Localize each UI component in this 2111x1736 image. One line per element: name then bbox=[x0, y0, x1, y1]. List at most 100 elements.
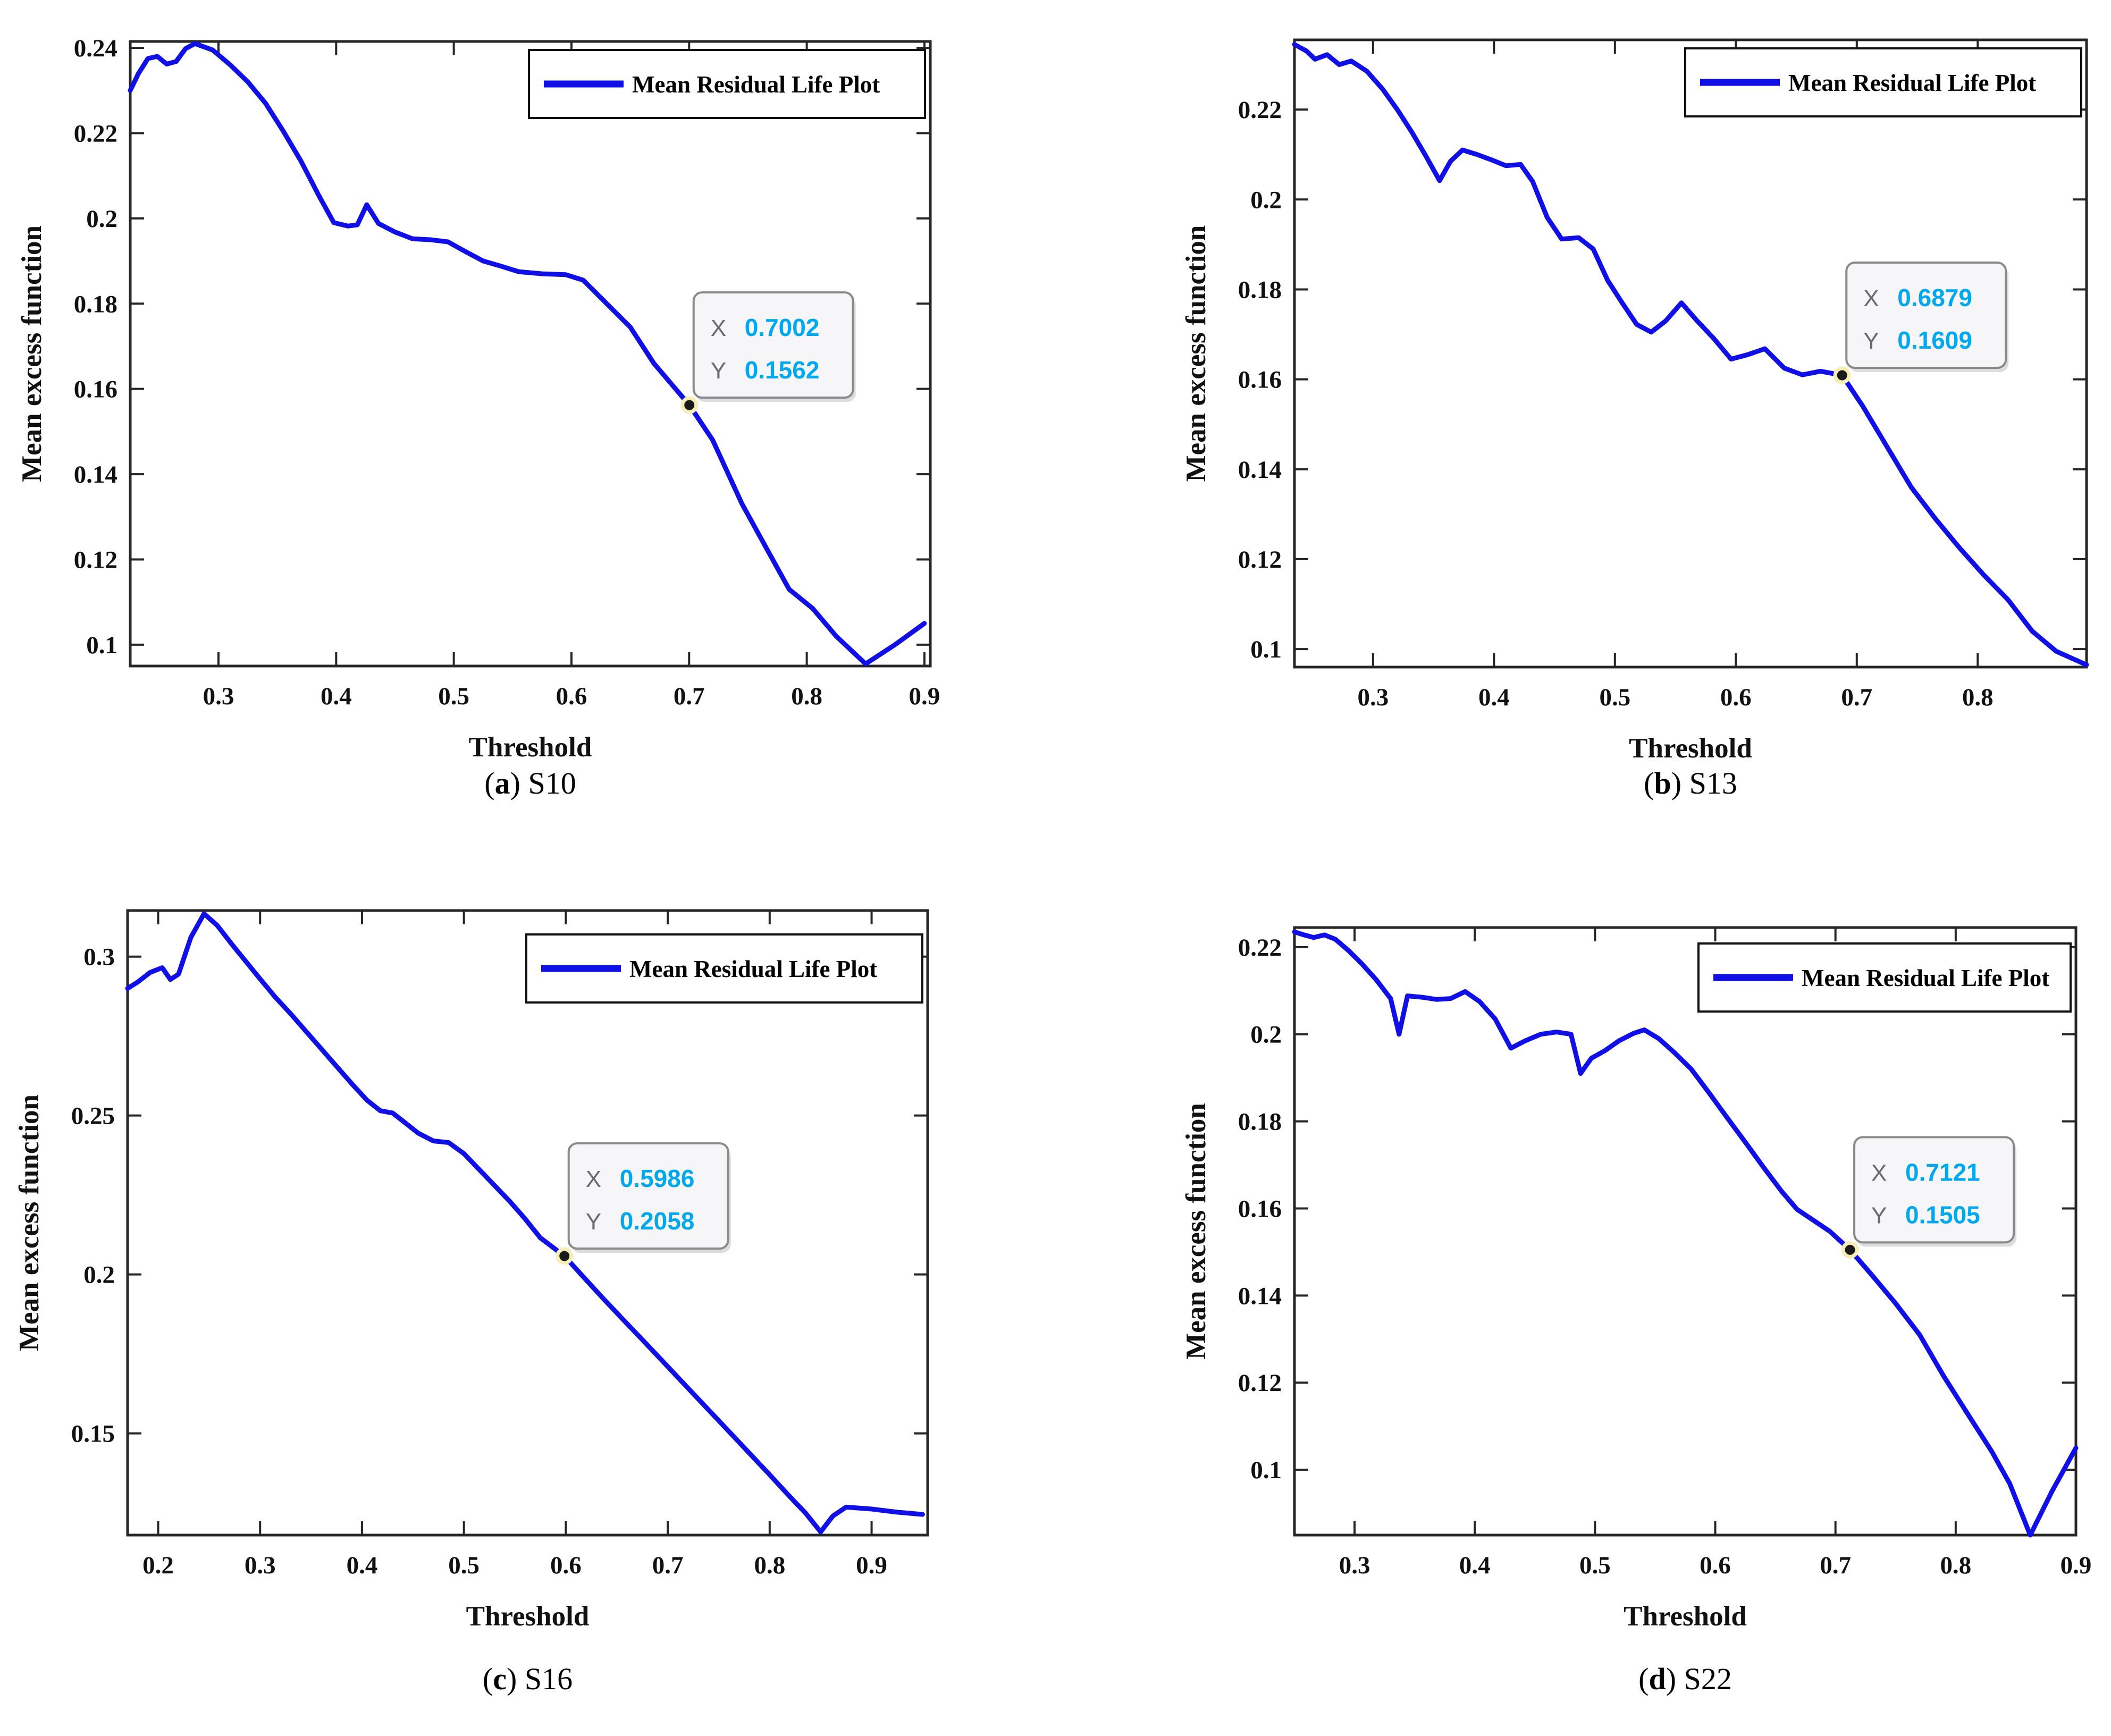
chart-s22: 0.3 0.4 0.5 0.6 0.7 0.8 0.9 0.1 0.12 0.14 0.16 0.18… bbox=[1181, 926, 2092, 1632]
datatip-x-label: X bbox=[711, 315, 726, 341]
y-tick-label: 0.1 bbox=[1250, 636, 1282, 663]
panel-s22: 0.3 0.4 0.5 0.6 0.7 0.8 0.9 0.1 0.12 0.14 0.16 0.18… bbox=[1055, 868, 2111, 1736]
y-axis-label: Mean excess function bbox=[16, 225, 47, 482]
y-tick-label: 0.16 bbox=[1238, 366, 1282, 394]
datatip-x-value: 0.7002 bbox=[745, 314, 820, 341]
datatip-y-value: 0.1505 bbox=[1905, 1201, 1980, 1228]
y-tick-label: 0.22 bbox=[1238, 96, 1282, 124]
x-tick-label: 0.6 bbox=[1700, 1552, 1731, 1579]
y-tick-label: 0.12 bbox=[1238, 546, 1282, 574]
x-tick-label: 0.8 bbox=[1940, 1552, 1971, 1579]
x-tick-label: 0.7 bbox=[1820, 1552, 1851, 1579]
y-tick-label: 0.3 bbox=[83, 943, 115, 971]
x-tick-label: 0.2 bbox=[142, 1552, 174, 1579]
y-tick-label: 0.16 bbox=[1238, 1195, 1282, 1223]
y-tick-label: 0.18 bbox=[74, 290, 117, 318]
series-line bbox=[1292, 929, 2079, 1538]
datatip-marker bbox=[1833, 366, 1851, 384]
datatip-marker bbox=[680, 396, 699, 414]
y-tick-label: 0.22 bbox=[1238, 934, 1282, 962]
datatip-y-label: Y bbox=[711, 358, 726, 384]
datatip-marker bbox=[1841, 1241, 1859, 1259]
x-tick-label: 0.5 bbox=[438, 682, 469, 710]
caption-s16: (c) S16 bbox=[483, 1661, 573, 1697]
x-tick-label: 0.7 bbox=[674, 682, 705, 710]
x-tick-label: 0.8 bbox=[791, 682, 822, 710]
y-tick-label: 0.18 bbox=[1238, 276, 1282, 304]
datatip-x-label: X bbox=[586, 1166, 601, 1192]
caption-letter: d bbox=[1649, 1662, 1666, 1696]
x-tick-label: 0.9 bbox=[2060, 1552, 2092, 1579]
x-axis-label: Threshold bbox=[1624, 1601, 1747, 1632]
caption-label: S22 bbox=[1684, 1662, 1732, 1696]
y-axis-label: Mean excess function bbox=[14, 1094, 45, 1351]
legend-label: Mean Residual Life Plot bbox=[632, 71, 880, 98]
datatip-box bbox=[692, 291, 854, 399]
datatip-x-label: X bbox=[1863, 285, 1879, 311]
x-tick-label: 0.4 bbox=[321, 682, 352, 710]
x-tick-label: 0.4 bbox=[347, 1552, 378, 1579]
caption-paren: ( bbox=[482, 1662, 493, 1696]
caption-paren: ( bbox=[1638, 1662, 1649, 1696]
legend-label: Mean Residual Life Plot bbox=[1802, 965, 2049, 991]
x-tick-label: 0.9 bbox=[856, 1552, 887, 1579]
y-tick-label: 0.14 bbox=[74, 461, 117, 488]
legend-box bbox=[525, 933, 923, 1004]
x-tick-label: 0.7 bbox=[652, 1552, 684, 1579]
datatip-y-label: Y bbox=[1871, 1202, 1887, 1228]
x-tick-label: 0.3 bbox=[203, 682, 234, 710]
datatip-x-value: 0.6879 bbox=[1897, 284, 1972, 311]
x-tick-label: 0.6 bbox=[1720, 684, 1752, 711]
caption-paren: ) bbox=[506, 1662, 517, 1696]
x-tick-label: 0.5 bbox=[1599, 684, 1630, 711]
datatip-y-label: Y bbox=[1863, 328, 1879, 354]
x-tick-label: 0.8 bbox=[1962, 684, 1994, 711]
panel-s10: 0.3 0.4 0.5 0.6 0.7 0.8 0.9 0.1 0.12 0.14 0.16 0.18… bbox=[0, 0, 1056, 868]
datatip-y-label: Y bbox=[586, 1209, 601, 1235]
x-tick-label: 0.8 bbox=[754, 1552, 785, 1579]
x-axis-label: Threshold bbox=[469, 732, 592, 763]
x-tick-label: 0.6 bbox=[556, 682, 587, 710]
panel-s13: 0.3 0.4 0.5 0.6 0.7 0.8 0.1 0.12 0.14 0.16 0.18 0.2… bbox=[1055, 0, 2111, 868]
x-tick-label: 0.7 bbox=[1841, 684, 1872, 711]
x-tick-label: 0.3 bbox=[1339, 1552, 1370, 1579]
datatip-box bbox=[1853, 1136, 2015, 1244]
caption-letter: a bbox=[494, 766, 510, 800]
x-tick-label: 0.6 bbox=[550, 1552, 582, 1579]
y-tick-label: 0.22 bbox=[74, 120, 117, 147]
datatip-box bbox=[567, 1142, 729, 1250]
x-tick-label: 0.9 bbox=[909, 682, 940, 710]
y-tick-label: 0.2 bbox=[83, 1261, 115, 1289]
caption-letter: b bbox=[1654, 766, 1671, 800]
caption-label: S16 bbox=[524, 1662, 573, 1696]
datatip-y-value: 0.2058 bbox=[620, 1207, 695, 1235]
x-tick-label: 0.5 bbox=[448, 1552, 480, 1579]
y-tick-label: 0.12 bbox=[1238, 1369, 1282, 1397]
x-axis-label: Threshold bbox=[466, 1601, 590, 1632]
x-tick-label: 0.3 bbox=[1357, 684, 1389, 711]
caption-s13: (b) S13 bbox=[1644, 765, 1737, 801]
y-tick-label: 0.18 bbox=[1238, 1108, 1282, 1136]
y-tick-label: 0.16 bbox=[74, 376, 117, 403]
chart-s13: 0.3 0.4 0.5 0.6 0.7 0.8 0.1 0.12 0.14 0.16 0.18 0.2… bbox=[1181, 38, 2089, 764]
x-tick-label: 0.4 bbox=[1478, 684, 1510, 711]
y-tick-label: 0.1 bbox=[86, 631, 117, 659]
caption-s22: (d) S22 bbox=[1638, 1661, 1732, 1697]
chart-s16: 0.2 0.3 0.4 0.5 0.6 0.7 0.8 0.9 0.15 0.2 0.25 0.3 Th… bbox=[14, 909, 929, 1632]
caption-paren: ( bbox=[1644, 766, 1654, 800]
datatip-box bbox=[1845, 262, 2007, 369]
datatip-y-value: 0.1609 bbox=[1897, 326, 1972, 354]
datatip-x-value: 0.5986 bbox=[620, 1165, 695, 1192]
y-axis-label: Mean excess function bbox=[1181, 1103, 1212, 1360]
caption-paren: ) bbox=[510, 766, 520, 800]
datatip-y-value: 0.1562 bbox=[745, 356, 820, 384]
y-tick-label: 0.2 bbox=[86, 205, 117, 233]
legend-label: Mean Residual Life Plot bbox=[1788, 70, 2036, 96]
x-tick-label: 0.5 bbox=[1579, 1552, 1611, 1579]
y-tick-label: 0.15 bbox=[71, 1420, 115, 1448]
caption-paren: ) bbox=[1666, 1662, 1677, 1696]
y-tick-label: 0.2 bbox=[1250, 1021, 1282, 1049]
y-tick-label: 0.1 bbox=[1250, 1456, 1282, 1484]
legend-box bbox=[528, 49, 926, 119]
